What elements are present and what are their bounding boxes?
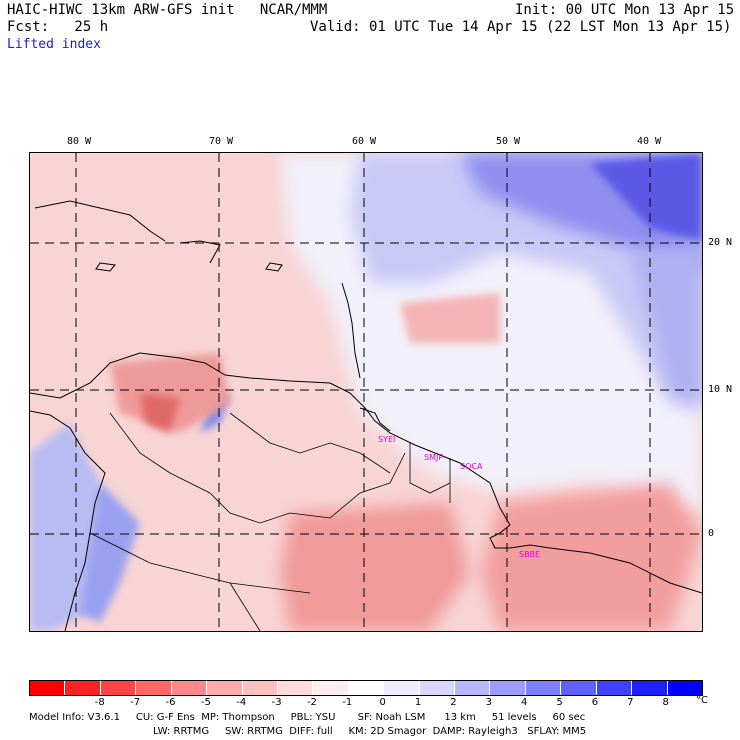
colorbar-tick-label: 3 — [485, 697, 492, 708]
colorbar-swatch — [525, 681, 562, 695]
colorbar-swatch — [30, 681, 66, 695]
colorbar-swatch — [136, 681, 172, 695]
colorbar-swatch — [490, 681, 526, 695]
field-unstable-amazon — [280, 503, 470, 631]
field-most-stable-core — [590, 153, 702, 243]
colorbar-swatch — [207, 681, 243, 695]
field-unstable-southeast — [480, 483, 702, 631]
field-name: Lifted index — [7, 37, 101, 52]
colorbar-unit: °C — [696, 695, 708, 706]
lat-label-20n: 20 N — [708, 237, 733, 248]
colorbar-tick-label: 2 — [450, 697, 457, 708]
lon-label-70w: 70 W — [209, 136, 234, 147]
station-label: SBBE — [519, 550, 541, 559]
lon-label-80w: 80 W — [67, 136, 92, 147]
colorbar-swatch — [242, 681, 278, 695]
lon-label-50w: 50 W — [496, 136, 521, 147]
colorbar-swatch — [384, 681, 420, 695]
lifted-index-map[interactable]: SYEI SMJP SOCA SBBE — [29, 152, 703, 632]
colorbar-tick-label: 7 — [627, 697, 634, 708]
colorbar-swatch — [667, 681, 703, 695]
colorbar-swatch — [632, 681, 668, 695]
colorbar-swatch — [171, 681, 208, 695]
colorbar-swatch — [65, 681, 101, 695]
colorbar-swatch — [455, 681, 491, 695]
colorbar-tick-label: 8 — [662, 697, 669, 708]
colorbar-tick-label: 0 — [379, 697, 386, 708]
colorbar-tick-label: 6 — [591, 697, 599, 708]
country-borders — [89, 412, 451, 631]
lon-label-40w: 40 W — [637, 136, 662, 147]
colorbar-tick-label: -6 — [165, 697, 176, 708]
colorbar-swatch — [100, 681, 137, 695]
field-unstable-venezuela — [110, 353, 230, 433]
station-label: SMJP — [424, 453, 444, 462]
colorbar-tick-label: -7 — [130, 697, 141, 708]
colorbar — [29, 680, 703, 696]
init-time: Init: 00 UTC Mon 13 Apr 15 — [515, 2, 735, 18]
colorbar-swatch — [348, 681, 385, 695]
graticule — [30, 153, 702, 631]
model-info-line1: Model Info: V3.6.1 CU: G-F Ens MP: Thomp… — [29, 712, 586, 723]
colorbar-swatch — [419, 681, 456, 695]
lat-label-10n: 10 N — [708, 384, 733, 395]
station-label: SOCA — [460, 462, 483, 471]
map-canvas — [30, 153, 702, 631]
colorbar-swatch — [561, 681, 597, 695]
model-info-line2: LW: RRTMG SW: RRTMG DIFF: full KM: 2D Sm… — [153, 726, 587, 737]
lat-label-0: 0 — [708, 528, 715, 539]
colorbar-swatch — [277, 681, 314, 695]
colorbar-tick-label: -2 — [306, 697, 317, 708]
colorbar-swatch — [313, 681, 349, 695]
colorbar-tick-label: 5 — [556, 697, 563, 708]
valid-time: Valid: 01 UTC Tue 14 Apr 15 (22 LST Mon … — [310, 19, 732, 35]
colorbar-swatch — [596, 681, 633, 695]
forecast-hour: Fcst: 25 h — [7, 19, 109, 35]
station-label: SYEI — [378, 435, 396, 444]
colorbar-tick-label: 1 — [414, 697, 422, 708]
colorbar-tick-label: -4 — [236, 697, 247, 708]
colorbar-tick-label: -5 — [200, 697, 211, 708]
colorbar-tick-label: -8 — [94, 697, 105, 708]
colorbar-tick-label: 4 — [520, 697, 528, 708]
lon-label-60w: 60 W — [352, 136, 377, 147]
colorbar-tick-label: -1 — [342, 697, 353, 708]
map-title: HAIC-HIWC 13km ARW-GFS init NCAR/MMM — [7, 2, 328, 18]
colorbar-tick-label: -3 — [271, 697, 282, 708]
coastlines — [30, 200, 702, 631]
